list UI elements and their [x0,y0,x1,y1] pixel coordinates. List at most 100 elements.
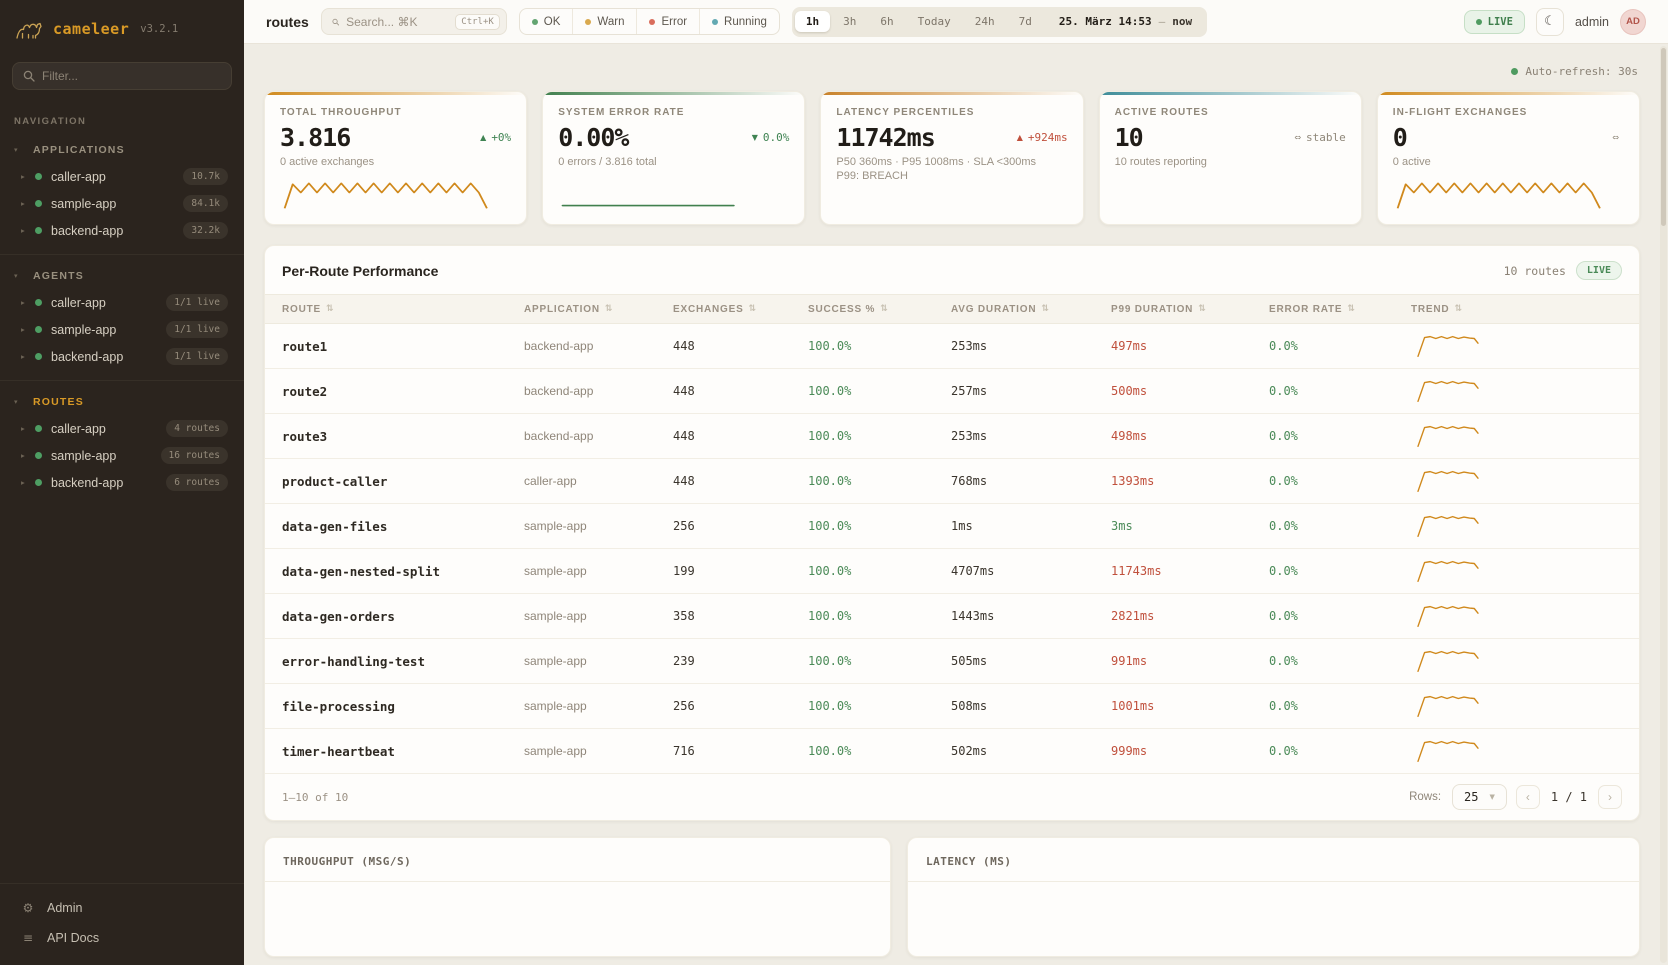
time-range-6h[interactable]: 6h [880,15,894,28]
time-range-7d[interactable]: 7d [1018,15,1032,28]
pagination-range-label: 1–10 of 10 [282,790,349,804]
sidebar-footer-item-admin[interactable]: ⚙ Admin [0,893,244,923]
live-status-badge[interactable]: LIVE [1463,9,1525,34]
scrollbar-thumb[interactable] [1661,48,1666,226]
kpi-delta-text: +924ms [1027,131,1068,144]
cell-error-rate: 0.0% [1269,609,1298,623]
rows-per-page-value: 25 [1464,790,1479,804]
status-filter-running[interactable]: Running [699,9,779,34]
sidebar-group-label: AGENTS [33,270,84,282]
kpi-accent-bar [1377,92,1639,95]
cell-route: data-gen-files [282,518,388,534]
delta-arrow-icon: ⇔ [1612,133,1619,142]
sidebar-footer-item-api-docs[interactable]: ≡ API Docs [0,923,244,953]
time-range-1h[interactable]: 1h [794,11,831,32]
status-filter-warn[interactable]: Warn [572,9,636,34]
cell-p99-duration: 999ms [1111,744,1148,758]
column-header-p99-duration[interactable]: P99 DURATION ⇅ [1111,304,1269,315]
per-route-table-card: Per-Route Performance 10 routes LIVE ROU… [264,245,1640,821]
column-header-exchanges[interactable]: EXCHANGES ⇅ [673,304,808,315]
status-filter-label: OK [543,15,561,28]
table-row-route3[interactable]: route3 backend-app 448 100.0% 253ms 498ms 0.0% [265,414,1639,459]
rows-per-page-select[interactable]: 25 ▼ [1452,784,1507,810]
kpi-card-active-routes: ACTIVE ROUTES 10 ⇔ stable 10 routes reportin… [1098,91,1362,225]
table-row-data-gen-files[interactable]: data-gen-files sample-app 256 100.0% 1ms 3ms 0… [265,504,1639,549]
table-row-data-gen-nested-split[interactable]: data-gen-nested-split sample-app 199 100.0%… [265,549,1639,594]
status-dot-icon [35,326,42,333]
cell-avg-duration: 508ms [951,699,988,713]
gear-icon: ⚙ [22,901,34,915]
avatar[interactable]: AD [1620,8,1646,35]
sidebar-group-applications: ▾ APPLICATIONS ▸ caller-app 10.7k ▸ sample-app… [0,133,244,254]
status-filter-ok[interactable]: OK [520,9,573,34]
table-row-file-processing[interactable]: file-processing sample-app 256 100.0% 508ms 1… [265,684,1639,729]
cell-success: 100.0% [808,654,852,668]
cell-route: error-handling-test [282,653,425,669]
trend-sparkline-icon [1417,695,1479,718]
sidebar-item-caller-app[interactable]: ▸ caller-app 1/1 live [0,289,244,316]
status-dot-icon [35,173,42,180]
column-header-route[interactable]: ROUTE ⇅ [282,304,524,315]
cell-error-rate: 0.0% [1269,519,1298,533]
cell-application: sample-app [524,519,587,533]
table-row-error-handling-test[interactable]: error-handling-test sample-app 239 100.0% 50… [265,639,1639,684]
time-range-3h[interactable]: 3h [843,15,857,28]
scrollbar-track[interactable] [1660,46,1667,963]
table-row-timer-heartbeat[interactable]: timer-heartbeat sample-app 716 100.0% 502ms 9… [265,729,1639,774]
table-row-route1[interactable]: route1 backend-app 448 100.0% 253ms 497ms 0.0% [265,324,1639,369]
kpi-subtext-2: P99: BREACH [836,170,908,182]
sidebar-group-header[interactable]: ▾ APPLICATIONS [0,139,244,163]
sidebar-filter[interactable] [12,62,232,90]
table-row-data-gen-orders[interactable]: data-gen-orders sample-app 358 100.0% 1443ms… [265,594,1639,639]
status-filter-error[interactable]: Error [636,9,699,34]
sidebar-item-backend-app[interactable]: ▸ backend-app 6 routes [0,469,244,496]
cell-route: file-processing [282,698,395,714]
cell-exchanges: 239 [673,654,695,668]
column-header-application[interactable]: APPLICATION ⇅ [524,304,673,315]
sidebar-group-label: ROUTES [33,396,84,408]
cell-success: 100.0% [808,699,852,713]
status-dot-icon [712,18,719,25]
sidebar-item-sample-app[interactable]: ▸ sample-app 84.1k [0,190,244,217]
cell-route: route1 [282,338,328,354]
kpi-delta: ⇔ stable [1294,131,1345,144]
column-header-avg-duration[interactable]: AVG DURATION ⇅ [951,304,1111,315]
sparkline-icon [1396,182,1601,209]
cell-error-rate: 0.0% [1269,564,1298,578]
sidebar-group-header[interactable]: ▾ AGENTS [0,265,244,289]
sort-icon: ⇅ [604,304,614,314]
kpi-body: SYSTEM ERROR RATE 0.00% ▼ 0.0% 0 errors / 3.… [543,95,804,212]
table-row-product-caller[interactable]: product-caller caller-app 448 100.0% 768ms 13… [265,459,1639,504]
sidebar-item-backend-app[interactable]: ▸ backend-app 1/1 live [0,343,244,370]
sidebar-item-caller-app[interactable]: ▸ caller-app 4 routes [0,415,244,442]
main-area: routes Ctrl+K OK Warn Error Running 1h 3h 6h T… [244,0,1668,965]
cell-trend [1411,556,1639,586]
cell-success: 100.0% [808,744,852,758]
kpi-delta-text: 0.0% [762,131,790,144]
cell-application: sample-app [524,654,587,668]
table-row-route2[interactable]: route2 backend-app 448 100.0% 257ms 500ms 0.0% [265,369,1639,414]
live-dot-icon [1475,18,1482,25]
cell-trend [1411,736,1639,766]
status-dot-icon [35,353,42,360]
column-header-error-rate[interactable]: ERROR RATE ⇅ [1269,304,1411,315]
sidebar-group-header[interactable]: ▾ ROUTES [0,391,244,415]
sidebar-item-badge: 32.2k [183,222,228,239]
chart-title: LATENCY (MS) [908,838,1639,882]
time-range-today[interactable]: Today [917,15,951,28]
next-page-button[interactable]: › [1598,785,1622,809]
sidebar-item-backend-app[interactable]: ▸ backend-app 32.2k [0,217,244,244]
filter-input[interactable] [42,69,221,83]
column-header-trend[interactable]: TREND ⇅ [1411,304,1639,315]
prev-page-button[interactable]: ‹ [1515,785,1540,809]
sidebar-item-sample-app[interactable]: ▸ sample-app 1/1 live [0,316,244,343]
column-header-success-[interactable]: SUCCESS % ⇅ [808,304,951,315]
kpi-value: 3.816 [280,123,351,152]
chart-card-latency-ms: LATENCY (MS) [907,837,1640,957]
theme-toggle-button[interactable]: ☾ [1535,7,1564,36]
search-input[interactable] [346,14,449,29]
sidebar-item-sample-app[interactable]: ▸ sample-app 16 routes [0,442,244,469]
sidebar-item-caller-app[interactable]: ▸ caller-app 10.7k [0,163,244,190]
global-search[interactable]: Ctrl+K [320,8,507,35]
time-range-24h[interactable]: 24h [974,15,995,28]
